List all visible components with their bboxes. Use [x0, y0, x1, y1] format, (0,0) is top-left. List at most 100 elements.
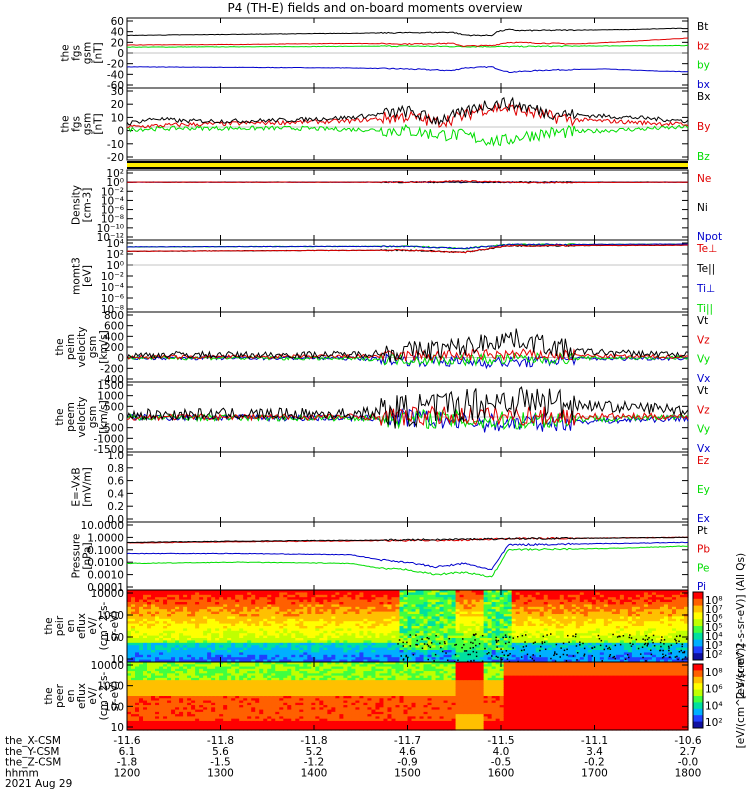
ytick-label: 800 [104, 310, 124, 322]
ytick-label: -1500 [93, 444, 124, 456]
series-line-pt [126, 536, 689, 544]
bottom-axis-label: the_X-CSM [5, 735, 61, 747]
ytick-label: 500 [104, 401, 124, 413]
ytick-label: 0.0 [107, 514, 124, 526]
ytick-label: -20 [107, 152, 124, 164]
ytick-label: 100 [104, 701, 124, 713]
series-line-vx [126, 408, 689, 433]
series-line-vt [126, 386, 689, 429]
bottom-axis-value: 1400 [301, 767, 328, 779]
ylabel-line: peem [65, 402, 77, 432]
bottom-axis-value: -1.2 [304, 757, 325, 769]
ylabel-line: velocity [76, 396, 88, 437]
ytick-label: 0.1000 [87, 545, 124, 557]
ytick-label: -60 [107, 80, 124, 92]
ytick-label: 1.0000 [87, 532, 124, 544]
colorbar-label: [eV/(cm^2-s-sr-eV)] [735, 644, 747, 749]
ytick-label: 0.2 [107, 501, 124, 513]
ylabel-line: [km/s] [98, 330, 110, 364]
bottom-axis-value: 1700 [581, 767, 608, 779]
ytick-label: 10² [106, 168, 124, 180]
bottom-axis-label: hhmm [5, 767, 39, 779]
ylabel-line: [nT] [93, 42, 105, 63]
bottom-axis-value: 4.6 [399, 746, 416, 758]
colorbar-tick: 10⁴ [705, 700, 723, 712]
legend-Ez: Ez [697, 455, 710, 467]
ytick-label: 10⁻¹⁰ [97, 223, 124, 235]
ylabel-line: Density [71, 185, 83, 225]
ylabel-line: velocity [76, 326, 88, 367]
series-line-bx [126, 66, 689, 73]
bottom-axis-value: 4.0 [493, 746, 510, 758]
series-line-vz [126, 348, 689, 362]
series-line-pi [126, 541, 689, 571]
bottom-axis-value: 1200 [114, 767, 141, 779]
ytick-label: 100 [104, 632, 124, 644]
ylabel-line: (cm^2-s- [98, 671, 110, 720]
ytick-label: 0 [117, 412, 124, 424]
legend-Vz: Vz [697, 404, 710, 416]
legend-Pb: Pb [697, 544, 710, 556]
legend-Npot: Npot [697, 231, 722, 243]
ytick-label: 0 [117, 353, 124, 365]
ytick-label: 10⁻⁸ [101, 214, 124, 226]
ytick-label: -500 [100, 423, 124, 435]
ylabel-line: gsm [82, 113, 94, 135]
panel-frame [126, 169, 689, 241]
bottom-axis-value: -1.5 [210, 757, 231, 769]
ylabel-line: [mV/m] [82, 467, 94, 506]
chart-title: P4 (TH-E) fields and on-board moments ov… [227, 1, 523, 15]
ytick-label: 10 [111, 112, 124, 124]
legend-bz: bz [697, 40, 710, 52]
ytick-label: 0.0001 [87, 582, 124, 594]
colorbar-tick: 10⁶ [705, 613, 723, 625]
legend-bx: bx [697, 79, 710, 91]
ytick-label: 10000 [91, 588, 124, 600]
legend-Vy: Vy [697, 354, 710, 366]
panel-frame [126, 521, 689, 591]
ytick-label: 20 [111, 99, 124, 111]
ylabel-line: [nT] [93, 113, 105, 134]
ylabel-line: gsm [87, 406, 99, 428]
ytick-label: -400 [100, 374, 124, 386]
ytick-label: 10⁴ [106, 238, 124, 250]
ytick-label: 10000 [91, 660, 124, 672]
bottom-axis-value: -11.1 [581, 735, 608, 747]
legend-Te⊥: Te⊥ [696, 243, 717, 255]
ytick-label: 30 [111, 86, 124, 98]
ylabel-line: gsm [87, 336, 99, 358]
legend-Ti⊥: Ti⊥ [696, 283, 715, 295]
ylabel-line: eV/ [87, 617, 99, 635]
bottom-axis-value: 3.4 [586, 746, 603, 758]
panel-9: 10000 1000 100 10 the peir en eflux eV/(cm^2-s-s… [43, 588, 689, 666]
ytick-label: 10 [111, 654, 124, 666]
ytick-label: 10⁻⁸ [101, 304, 124, 316]
legend-Pe: Pe [697, 562, 709, 574]
panel-frame [126, 87, 689, 161]
ylabel-line: eflux [76, 613, 88, 639]
ylabel-line: gsm [82, 42, 94, 64]
ylabel-line: [km/s] [98, 400, 110, 434]
colorbar-label: [eV/(cm^2-s-sr-eV)] (All Qs) [735, 553, 747, 699]
ytick-label: 10⁻⁴ [101, 195, 124, 207]
legend-Pt: Pt [697, 525, 707, 537]
ytick-label: 1000 [97, 681, 124, 693]
ytick-label: 10² [106, 249, 124, 261]
ytick-label: 0 [117, 48, 124, 60]
bottom-axis-value: -11.8 [207, 735, 234, 747]
legend-Vz: Vz [697, 334, 710, 346]
bottom-axis-label: the_Z-CSM [5, 757, 61, 769]
series-line-bt [126, 27, 689, 37]
ylabel-line: [cm-3] [82, 188, 94, 223]
panel-7: 1.00.80.60.40.20.0 E=-VxB [mV/m] Ez Ey Ex [71, 450, 710, 526]
ytick-label: 0.6 [107, 476, 124, 488]
series-line-bz [126, 37, 689, 48]
ytick-label: 1.0 [107, 450, 124, 462]
ylabel-line: the [43, 617, 55, 634]
